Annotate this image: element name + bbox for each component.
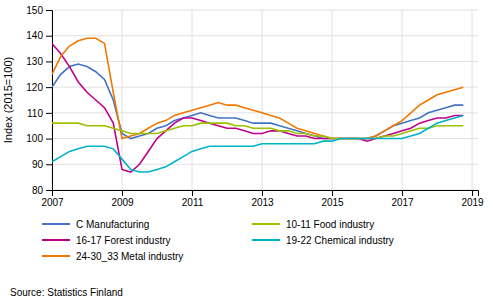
legend-label: 19-22 Chemical industry [286, 235, 394, 246]
tick: 120 [26, 82, 52, 93]
tick-label: 2017 [391, 197, 414, 208]
tick-mark [46, 10, 52, 11]
tick: 2011 [182, 190, 204, 208]
tick-mark [46, 139, 52, 140]
tick-label: 2019 [461, 197, 484, 208]
legend-label: 10-11 Food industry [286, 219, 374, 230]
grid-line [52, 35, 478, 36]
y-axis: 80 90 100 110 120 130 140 150 [26, 5, 52, 196]
tick-label: 2013 [251, 197, 274, 208]
tick-mark [402, 190, 403, 196]
tick-mark [46, 61, 52, 62]
legend-label: 24-30_33 Metal industry [76, 251, 183, 262]
legend-swatch [252, 223, 280, 225]
tick-label: 90 [32, 159, 44, 170]
tick: 2007 [41, 190, 64, 208]
tick-mark [122, 190, 123, 196]
tick-label: 130 [26, 56, 43, 67]
tick-label: 2011 [182, 197, 204, 208]
tick: 2009 [111, 190, 134, 208]
legend-label: C Manufacturing [76, 219, 149, 230]
legend-label: 16-17 Forest industry [76, 235, 171, 246]
grid-line [332, 10, 333, 190]
legend-swatch [42, 239, 70, 241]
tick-mark [46, 36, 52, 37]
tick: 100 [26, 133, 52, 144]
legend-swatch [42, 223, 70, 225]
grid-line [122, 10, 123, 190]
tick: 110 [27, 108, 52, 119]
tick-label: 140 [26, 30, 43, 41]
tick: 2013 [251, 190, 274, 208]
grid-line [52, 164, 478, 165]
series-line [52, 115, 463, 172]
tick: 2017 [391, 190, 414, 208]
tick-label: 100 [26, 133, 43, 144]
tick-mark [46, 87, 52, 88]
grid [52, 10, 478, 190]
axis-line [53, 191, 479, 197]
tick-label: 120 [26, 82, 43, 93]
tick-label: 2015 [321, 197, 344, 208]
tick-mark [472, 190, 473, 196]
y-axis-title: Index (2015=100) [2, 57, 14, 144]
grid-line [262, 10, 263, 190]
tick-mark [192, 190, 193, 196]
chart: 2007 2009 2011 2013 2015 2017 2019 80 90 100 110 12… [0, 0, 493, 304]
tick: 90 [32, 159, 52, 170]
tick: 2019 [461, 190, 484, 208]
tick-mark [262, 190, 263, 196]
tick-mark [46, 190, 52, 191]
tick-label: 80 [32, 185, 44, 196]
series-line [52, 38, 463, 138]
legend-item: C Manufacturing [42, 219, 149, 230]
legend-swatch [252, 239, 280, 241]
grid-line [52, 61, 478, 62]
grid-line [402, 10, 403, 190]
legend-item: 24-30_33 Metal industry [42, 251, 183, 262]
axis-line [46, 11, 53, 191]
grid-line [52, 10, 478, 11]
lines [52, 38, 463, 172]
tick-label: 2009 [111, 197, 134, 208]
tick-mark [46, 113, 52, 114]
tick: 2015 [321, 190, 344, 208]
legend-item: 19-22 Chemical industry [252, 235, 394, 246]
x-axis: 2007 2009 2011 2013 2015 2017 2019 [41, 190, 484, 208]
grid-line [52, 87, 478, 88]
legend-item: 16-17 Forest industry [42, 235, 171, 246]
tick: 130 [26, 56, 52, 67]
legend: C Manufacturing 16-17 Forest industry 24-3… [42, 219, 394, 262]
tick: 140 [26, 30, 52, 41]
plot-area: 2007 2009 2011 2013 2015 2017 2019 80 90 100 110 12… [2, 5, 484, 208]
legend-swatch [42, 255, 70, 257]
tick-label: 150 [26, 5, 43, 16]
tick-mark [332, 190, 333, 196]
tick-label: 110 [27, 108, 43, 119]
tick-mark [46, 164, 52, 165]
tick: 150 [26, 5, 52, 16]
grid-line [472, 10, 473, 190]
series-line [52, 43, 463, 172]
grid-line [192, 10, 193, 190]
series-line [52, 123, 463, 138]
tick: 80 [32, 185, 52, 196]
source: Source: Statistics Finland [10, 287, 123, 298]
tick-label: 2007 [41, 197, 64, 208]
legend-item: 10-11 Food industry [252, 219, 374, 230]
